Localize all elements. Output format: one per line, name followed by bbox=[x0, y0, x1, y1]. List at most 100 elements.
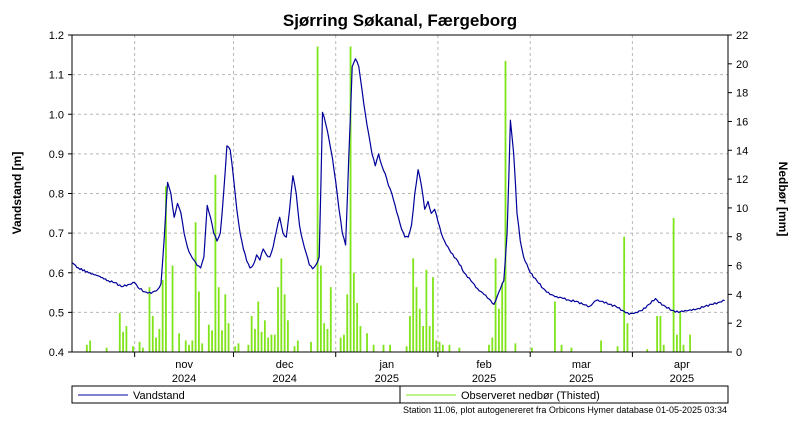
precipitation-bar bbox=[250, 315, 253, 352]
y2-tick-label: 10 bbox=[736, 203, 748, 215]
precipitation-bar bbox=[161, 279, 164, 352]
precipitation-bar bbox=[432, 277, 434, 352]
x-axis-ticks: nov 2024 dec 2024 jan 2025 feb 2025 mar 2025 apr 20… bbox=[134, 352, 694, 385]
y-tick-label: 0.4 bbox=[49, 347, 64, 359]
precipitation-bar bbox=[191, 340, 194, 352]
precipitation-bar bbox=[207, 324, 210, 352]
y2-tick-label: 20 bbox=[736, 59, 748, 71]
precipitation-bar bbox=[260, 331, 263, 352]
precipitation-bar bbox=[234, 346, 237, 352]
x-tick-month: nov bbox=[175, 359, 193, 371]
y-tick-label: 0.6 bbox=[49, 268, 64, 280]
precipitation-bar bbox=[194, 222, 197, 352]
precipitation-bar bbox=[352, 272, 355, 352]
precipitation-bar bbox=[263, 320, 266, 352]
water-level-path bbox=[71, 58, 725, 315]
precipitation-bar bbox=[339, 337, 342, 352]
precipitation-bar bbox=[372, 344, 375, 352]
precipitation-bar bbox=[494, 258, 497, 352]
x-tick-year: 2025 bbox=[569, 373, 593, 385]
y2-tick-label: 12 bbox=[736, 174, 748, 186]
precipitation-bar bbox=[646, 349, 649, 352]
x-tick-month: jan bbox=[378, 359, 394, 371]
precipitation-bar bbox=[616, 346, 619, 352]
precipitation-bar bbox=[211, 330, 213, 352]
precipitation-bar bbox=[141, 347, 144, 352]
precipitation-bar bbox=[270, 334, 273, 352]
precipitation-bar bbox=[227, 323, 230, 352]
precipitation-bar bbox=[356, 303, 359, 352]
y2-tick-label: 8 bbox=[736, 232, 742, 244]
precipitation-bar bbox=[273, 334, 276, 352]
y2-tick-label: 16 bbox=[736, 116, 748, 128]
y2-tick-label: 22 bbox=[736, 30, 748, 42]
precipitation-bar bbox=[132, 346, 134, 352]
precipitation-bar bbox=[554, 301, 556, 352]
y-tick-label: 1.0 bbox=[49, 109, 64, 121]
x-tick-month: apr bbox=[674, 359, 690, 371]
precipitation-bar bbox=[89, 340, 92, 352]
precipitation-bar bbox=[600, 340, 602, 352]
precipitation-bar bbox=[488, 344, 490, 352]
precipitation-bar bbox=[277, 287, 279, 352]
precipitation-bar bbox=[247, 344, 250, 352]
x-tick-year: 2024 bbox=[272, 373, 296, 385]
precipitation-bar bbox=[118, 313, 121, 352]
y2-tick-label: 6 bbox=[736, 261, 742, 273]
precipitation-bar bbox=[366, 333, 368, 352]
legend-label-vandstand: Vandstand bbox=[133, 390, 185, 402]
grid bbox=[72, 35, 728, 352]
precipitation-bar bbox=[672, 218, 675, 352]
precipitation-bar bbox=[165, 186, 167, 352]
precipitation-bar bbox=[237, 343, 240, 352]
y2-tick-label: 14 bbox=[736, 145, 748, 157]
precipitation-bar bbox=[201, 343, 204, 352]
precipitation-bar bbox=[85, 344, 88, 352]
x-tick-year: 2025 bbox=[670, 373, 694, 385]
precipitation-bar bbox=[198, 291, 200, 352]
y-axis-ticks: 0.4 0.5 0.6 0.7 0.8 0.9 1.0 1.1 1.2 bbox=[49, 30, 72, 359]
precipitation-bar bbox=[418, 308, 421, 352]
precipitation-bar bbox=[151, 315, 154, 352]
precipitation-bar bbox=[435, 340, 438, 352]
precipitation-bar bbox=[343, 334, 345, 352]
precipitation-bar bbox=[438, 341, 441, 352]
precipitation-bar bbox=[326, 328, 329, 352]
precipitation-bar bbox=[122, 331, 124, 352]
chart-title: Sjørring Søkanal, Færgeborg bbox=[283, 11, 517, 30]
precipitation-bar bbox=[224, 294, 227, 352]
precipitation-bar bbox=[682, 344, 685, 352]
precipitation-bar bbox=[188, 344, 190, 352]
y2-tick-label: 18 bbox=[736, 88, 748, 100]
precipitation-bar bbox=[316, 46, 319, 352]
precipitation-bar bbox=[415, 287, 418, 352]
precipitation-bar bbox=[293, 346, 296, 352]
precipitation-bar bbox=[359, 326, 362, 352]
precipitation-bar bbox=[319, 265, 322, 352]
legend: Vandstand Observeret nedbør (Thisted) bbox=[71, 385, 729, 404]
legend-label-nedbor: Observeret nedbør (Thisted) bbox=[461, 390, 600, 402]
precipitation-bar bbox=[389, 344, 392, 352]
x-tick-month: mar bbox=[572, 359, 591, 371]
x-tick-month: dec bbox=[276, 359, 294, 371]
y-tick-label: 0.8 bbox=[49, 189, 64, 201]
precipitation-bar bbox=[296, 340, 299, 352]
precipitation-bar bbox=[257, 301, 260, 352]
precipitation-bar bbox=[280, 258, 283, 352]
y2-tick-label: 2 bbox=[736, 318, 742, 330]
precipitation-bar bbox=[676, 334, 678, 352]
x-tick-year: 2024 bbox=[172, 373, 196, 385]
precipitation-bar bbox=[287, 320, 289, 352]
precipitation-bar bbox=[221, 330, 223, 352]
precipitation-bar bbox=[659, 315, 662, 352]
precipitation-bar bbox=[138, 341, 141, 352]
x-tick-year: 2025 bbox=[472, 373, 496, 385]
precipitation-bar bbox=[458, 347, 461, 352]
precipitation-bar bbox=[425, 269, 428, 352]
precipitation-bar bbox=[428, 326, 431, 352]
precipitation-bar bbox=[283, 294, 286, 352]
precipitation-bar bbox=[155, 337, 157, 352]
precipitation-bar bbox=[310, 341, 312, 352]
precipitation-bar bbox=[504, 60, 507, 352]
